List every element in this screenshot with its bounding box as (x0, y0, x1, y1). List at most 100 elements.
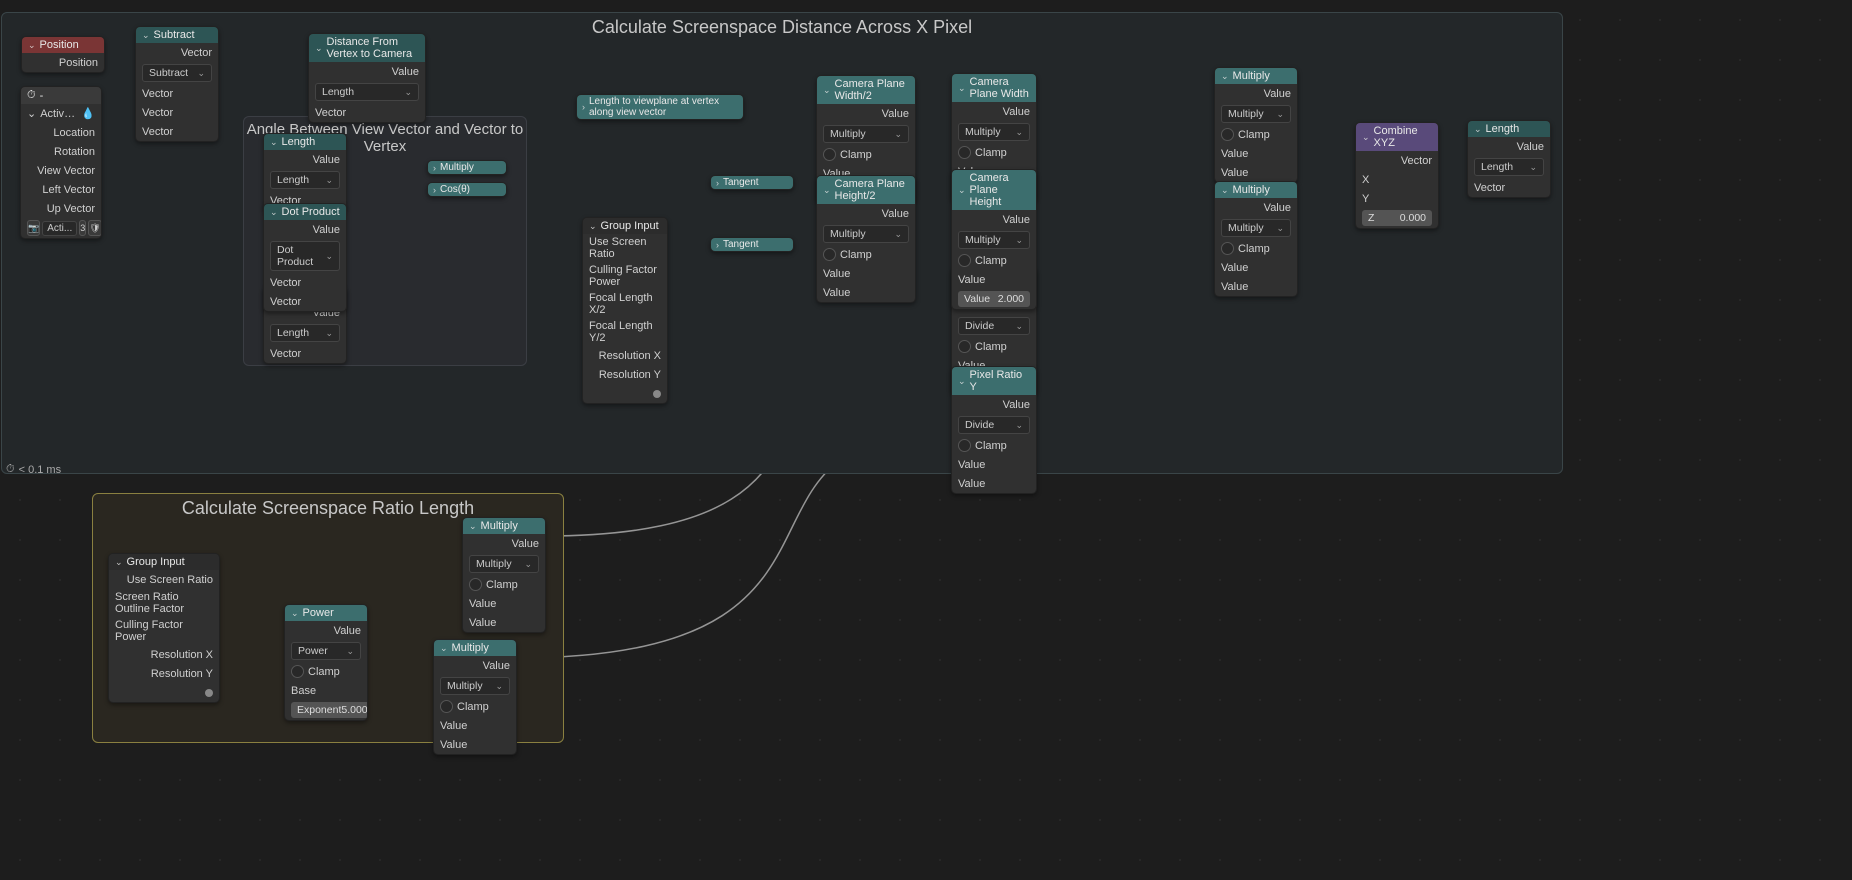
node-title: Combine XYZ (1374, 125, 1432, 149)
node-header[interactable]: ⌄Multiply (463, 518, 545, 534)
node-collapsed[interactable]: ›Tangent (710, 175, 794, 190)
operation-select[interactable]: Length⌄ (315, 83, 419, 101)
fake-user-icon[interactable]: 🛡 (88, 220, 101, 236)
users-count[interactable]: 3 (79, 220, 86, 236)
node-header[interactable]: ⌄Length (264, 134, 346, 150)
operation-select[interactable]: Multiply⌄ (1221, 105, 1291, 123)
node-header[interactable]: ⌄Multiply (1215, 68, 1297, 84)
clamp-checkbox[interactable] (958, 340, 971, 353)
value-field[interactable]: Z0.000 (1362, 210, 1432, 226)
node[interactable]: ⌄SubtractVectorSubtract⌄VectorVectorVect… (135, 26, 219, 142)
node-collapsed[interactable]: ›Cos(θ) (427, 182, 507, 197)
node[interactable]: ⌄MultiplyValueMultiply⌄ClampValueValue (462, 517, 546, 633)
node-header[interactable]: ›Multiply (428, 161, 506, 174)
output-label: Focal Length Y/2 (589, 320, 661, 344)
operation-select[interactable]: Multiply⌄ (469, 555, 539, 573)
node-header[interactable]: ⌄Group Input (583, 218, 667, 234)
clamp-label: Clamp (975, 440, 1007, 452)
object-name[interactable]: Active_Camera_D (40, 108, 77, 120)
clamp-checkbox[interactable] (958, 146, 971, 159)
clamp-checkbox[interactable] (958, 254, 971, 267)
node-header[interactable]: ⌄Dot Product (264, 204, 346, 220)
node-collapsed[interactable]: ›Multiply (427, 160, 507, 175)
node-header[interactable]: ›Length to viewplane at vertex along vie… (577, 95, 743, 119)
node-header[interactable]: ⌄Multiply (1215, 182, 1297, 198)
node-collapsed[interactable]: ›Length to viewplane at vertex along vie… (576, 94, 744, 120)
object-picker[interactable]: Acti... (42, 221, 77, 236)
operation-select[interactable]: Multiply⌄ (823, 125, 909, 143)
output-label: Value (392, 66, 419, 78)
object-icon[interactable]: 📷 (27, 220, 40, 236)
output-label: Position (59, 57, 98, 69)
node-header[interactable]: ⌄Camera Plane Height (952, 170, 1036, 210)
node[interactable]: ⌄Pixel Ratio YValueDivide⌄ClampValueValu… (951, 366, 1037, 494)
node-header[interactable]: ⌄Pixel Ratio Y (952, 367, 1036, 395)
node[interactable]: ⌄Camera Plane HeightValueMultiply⌄ClampV… (951, 169, 1037, 310)
clock-icon: ⏱ (6, 463, 15, 476)
clamp-checkbox[interactable] (291, 665, 304, 678)
chevron-right-icon: › (716, 178, 719, 188)
node-header[interactable]: ⏱- (21, 87, 101, 104)
operation-select[interactable]: Multiply⌄ (823, 225, 909, 243)
operation-select[interactable]: Power⌄ (291, 642, 361, 660)
node-header[interactable]: ⌄Camera Plane Width (952, 74, 1036, 102)
node[interactable]: ⌄Dot ProductValueDot Product⌄VectorVecto… (263, 203, 347, 312)
node-header[interactable]: ⌄Camera Plane Height/2 (817, 176, 915, 204)
operation-select[interactable]: Divide⌄ (958, 317, 1030, 335)
node-header[interactable]: ›Tangent (711, 238, 793, 251)
node-header[interactable]: ⌄Power (285, 605, 367, 621)
clamp-checkbox[interactable] (823, 248, 836, 261)
input-label: Value (823, 268, 850, 280)
clamp-label: Clamp (975, 147, 1007, 159)
node[interactable]: ⏱-⌄Active_Camera_D💧LocationRotationView … (20, 86, 102, 239)
operation-select[interactable]: Length⌄ (1474, 158, 1544, 176)
clamp-checkbox[interactable] (1221, 128, 1234, 141)
eyedropper-icon[interactable]: 💧 (81, 107, 95, 120)
node-header[interactable]: ⌄Length (1468, 121, 1550, 137)
output-label: Use Screen Ratio (127, 574, 213, 586)
output-label: Value (882, 208, 909, 220)
output-label: Resolution Y (599, 369, 661, 381)
operation-select[interactable]: Divide⌄ (958, 416, 1030, 434)
node-header[interactable]: ⌄Position (22, 37, 104, 53)
node[interactable]: ⌄MultiplyValueMultiply⌄ClampValueValue (1214, 181, 1298, 297)
clamp-checkbox[interactable] (440, 700, 453, 713)
operation-select[interactable]: Multiply⌄ (440, 677, 510, 695)
clamp-checkbox[interactable] (823, 148, 836, 161)
operation-select[interactable]: Length⌄ (270, 171, 340, 189)
node[interactable]: ⌄LengthValueLength⌄Vector (1467, 120, 1551, 198)
node-header[interactable]: ⌄Distance From Vertex to Camera (309, 34, 425, 62)
operation-select[interactable]: Multiply⌄ (1221, 219, 1291, 237)
node-header[interactable]: ›Tangent (711, 176, 793, 189)
node[interactable]: ⌄MultiplyValueMultiply⌄ClampValueValue (1214, 67, 1298, 183)
node[interactable]: ⌄MultiplyValueMultiply⌄ClampValueValue (433, 639, 517, 755)
node[interactable]: ⌄Camera Plane Height/2ValueMultiply⌄Clam… (816, 175, 916, 303)
operation-select[interactable]: Multiply⌄ (958, 123, 1030, 141)
node[interactable]: ⌄Group InputUse Screen RatioCulling Fact… (582, 217, 668, 404)
node[interactable]: ⌄Group InputUse Screen RatioScreen Ratio… (108, 553, 220, 703)
node-header[interactable]: ⌄Camera Plane Width/2 (817, 76, 915, 104)
node-header[interactable]: ⌄Subtract (136, 27, 218, 43)
node-header[interactable]: ⌄Combine XYZ (1356, 123, 1438, 151)
node-collapsed[interactable]: ›Tangent (710, 237, 794, 252)
value-field[interactable]: Exponent5.000 (291, 702, 368, 718)
node[interactable]: ⌄Combine XYZVectorXYZ0.000 (1355, 122, 1439, 229)
operation-select[interactable]: Subtract⌄ (142, 64, 212, 82)
node[interactable]: ⌄Distance From Vertex to Camera Value Leng… (308, 33, 426, 123)
node[interactable]: ⌄LengthValueLength⌄Vector (263, 133, 347, 211)
node-header[interactable]: ⌄Group Input (109, 554, 219, 570)
chevron-down-icon: ⌄ (115, 557, 123, 568)
operation-select[interactable]: Multiply⌄ (958, 231, 1030, 249)
node-header[interactable]: ⌄Multiply (434, 640, 516, 656)
output-label: Value (1264, 202, 1291, 214)
clamp-checkbox[interactable] (1221, 242, 1234, 255)
value-field[interactable]: Value2.000 (958, 291, 1030, 307)
node[interactable]: ⌄PowerValuePower⌄ClampBaseExponent5.000 (284, 604, 368, 721)
chevron-down-icon: ⌄ (958, 185, 966, 196)
clamp-checkbox[interactable] (958, 439, 971, 452)
operation-select[interactable]: Dot Product⌄ (270, 241, 340, 271)
node-header[interactable]: ›Cos(θ) (428, 183, 506, 196)
node[interactable]: ⌄Position Position (21, 36, 105, 73)
clamp-checkbox[interactable] (469, 578, 482, 591)
operation-select[interactable]: Length⌄ (270, 324, 340, 342)
